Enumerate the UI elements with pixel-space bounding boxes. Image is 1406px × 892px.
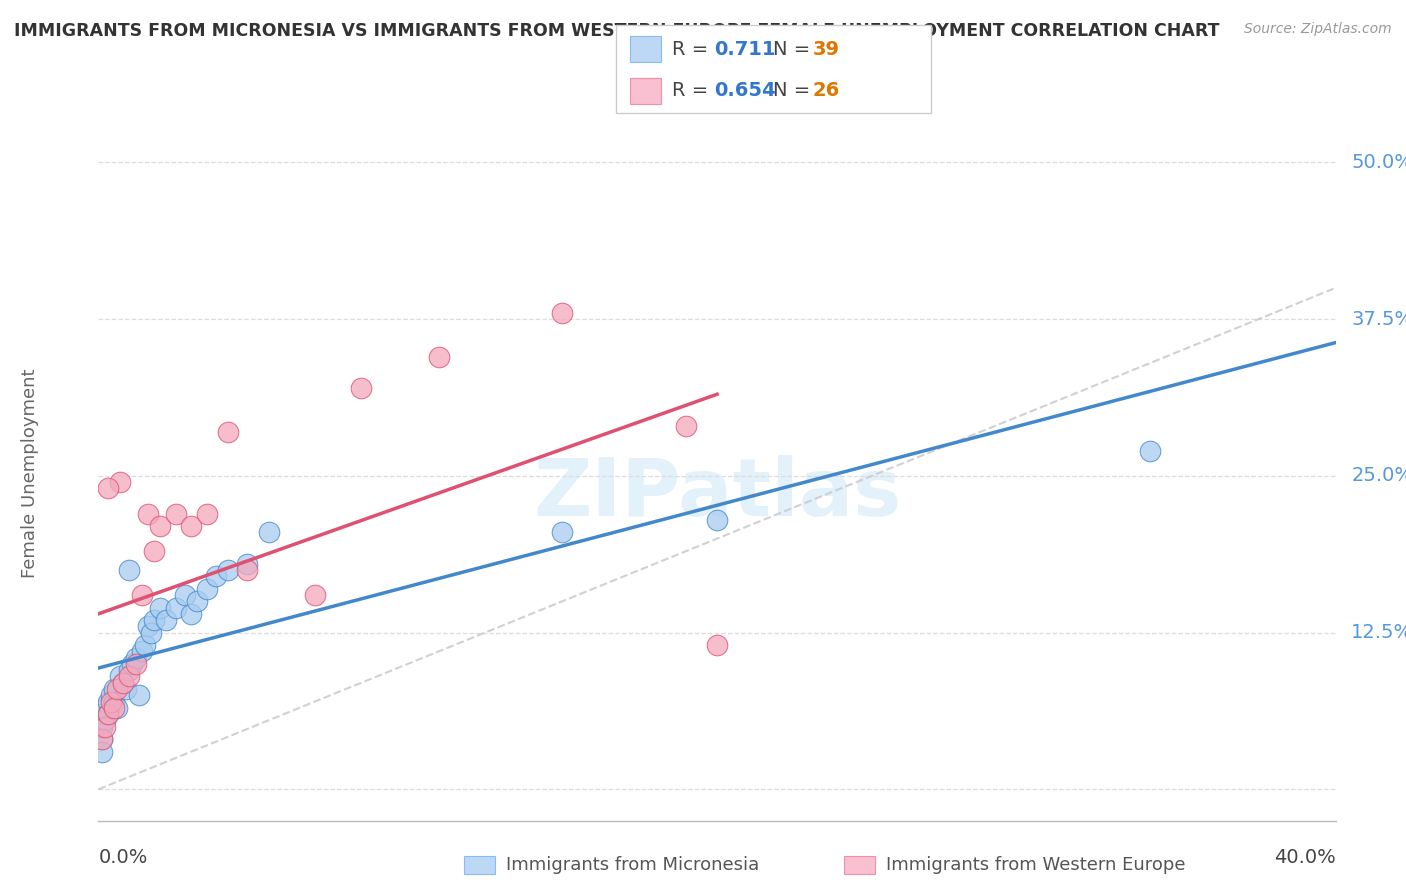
Point	[350, 381, 373, 395]
Point	[180, 519, 202, 533]
Text: ZIPatlas: ZIPatlas	[533, 455, 901, 533]
Point	[706, 638, 728, 652]
Point	[149, 519, 172, 533]
Point	[236, 563, 259, 577]
Point	[97, 482, 120, 496]
Point	[100, 694, 122, 708]
Point	[90, 720, 112, 734]
Point	[105, 701, 128, 715]
Text: N =: N =	[773, 39, 817, 59]
Text: 26: 26	[813, 81, 839, 101]
Point	[217, 563, 239, 577]
Point	[143, 544, 166, 558]
Point	[131, 588, 153, 602]
Text: R =: R =	[672, 81, 714, 101]
Text: R =: R =	[672, 39, 714, 59]
Text: IMMIGRANTS FROM MICRONESIA VS IMMIGRANTS FROM WESTERN EUROPE FEMALE UNEMPLOYMENT: IMMIGRANTS FROM MICRONESIA VS IMMIGRANTS…	[14, 22, 1219, 40]
Point	[139, 625, 162, 640]
Point	[551, 306, 574, 320]
Point	[100, 688, 122, 702]
Point	[103, 694, 125, 708]
Point	[706, 513, 728, 527]
Text: 50.0%: 50.0%	[1351, 153, 1406, 172]
Point	[97, 707, 120, 722]
Point	[205, 569, 228, 583]
Point	[136, 507, 159, 521]
Point	[118, 563, 141, 577]
Point	[128, 688, 150, 702]
Point	[90, 732, 112, 747]
Point	[257, 525, 280, 540]
Text: 25.0%: 25.0%	[1351, 467, 1406, 485]
Point	[115, 681, 138, 696]
Text: 12.5%: 12.5%	[1351, 624, 1406, 642]
Text: Immigrants from Micronesia: Immigrants from Micronesia	[506, 856, 759, 874]
Point	[675, 418, 697, 433]
Point	[143, 613, 166, 627]
Point	[93, 720, 115, 734]
Point	[155, 613, 177, 627]
Text: N =: N =	[773, 81, 817, 101]
Point	[121, 657, 143, 671]
Point	[118, 669, 141, 683]
Point	[97, 694, 120, 708]
Text: Immigrants from Western Europe: Immigrants from Western Europe	[886, 856, 1185, 874]
Point	[108, 475, 131, 490]
Text: Female Unemployment: Female Unemployment	[21, 368, 39, 577]
Point	[134, 638, 156, 652]
Point	[90, 745, 112, 759]
Point	[180, 607, 202, 621]
Point	[124, 650, 146, 665]
Point	[195, 582, 218, 596]
Point	[108, 669, 131, 683]
Text: 0.0%: 0.0%	[98, 848, 148, 867]
Point	[165, 600, 187, 615]
Point	[103, 701, 125, 715]
Point	[93, 714, 115, 728]
Point	[93, 701, 115, 715]
Text: 39: 39	[813, 39, 839, 59]
Point	[97, 707, 120, 722]
Point	[149, 600, 172, 615]
Point	[174, 588, 197, 602]
Point	[112, 675, 135, 690]
Point	[186, 594, 208, 608]
Point	[90, 732, 112, 747]
Point	[427, 350, 450, 364]
Point	[103, 681, 125, 696]
Point	[118, 663, 141, 677]
Text: 0.711: 0.711	[714, 39, 776, 59]
Point	[195, 507, 218, 521]
Point	[1139, 443, 1161, 458]
Text: 40.0%: 40.0%	[1274, 848, 1336, 867]
Point	[124, 657, 146, 671]
Point	[304, 588, 326, 602]
Point	[136, 619, 159, 633]
Point	[165, 507, 187, 521]
Point	[90, 707, 112, 722]
Point	[551, 525, 574, 540]
Text: Source: ZipAtlas.com: Source: ZipAtlas.com	[1244, 22, 1392, 37]
Point	[131, 644, 153, 658]
Point	[236, 557, 259, 571]
Text: 0.654: 0.654	[714, 81, 776, 101]
Point	[217, 425, 239, 439]
Point	[112, 675, 135, 690]
Point	[105, 681, 128, 696]
Text: 37.5%: 37.5%	[1351, 310, 1406, 328]
